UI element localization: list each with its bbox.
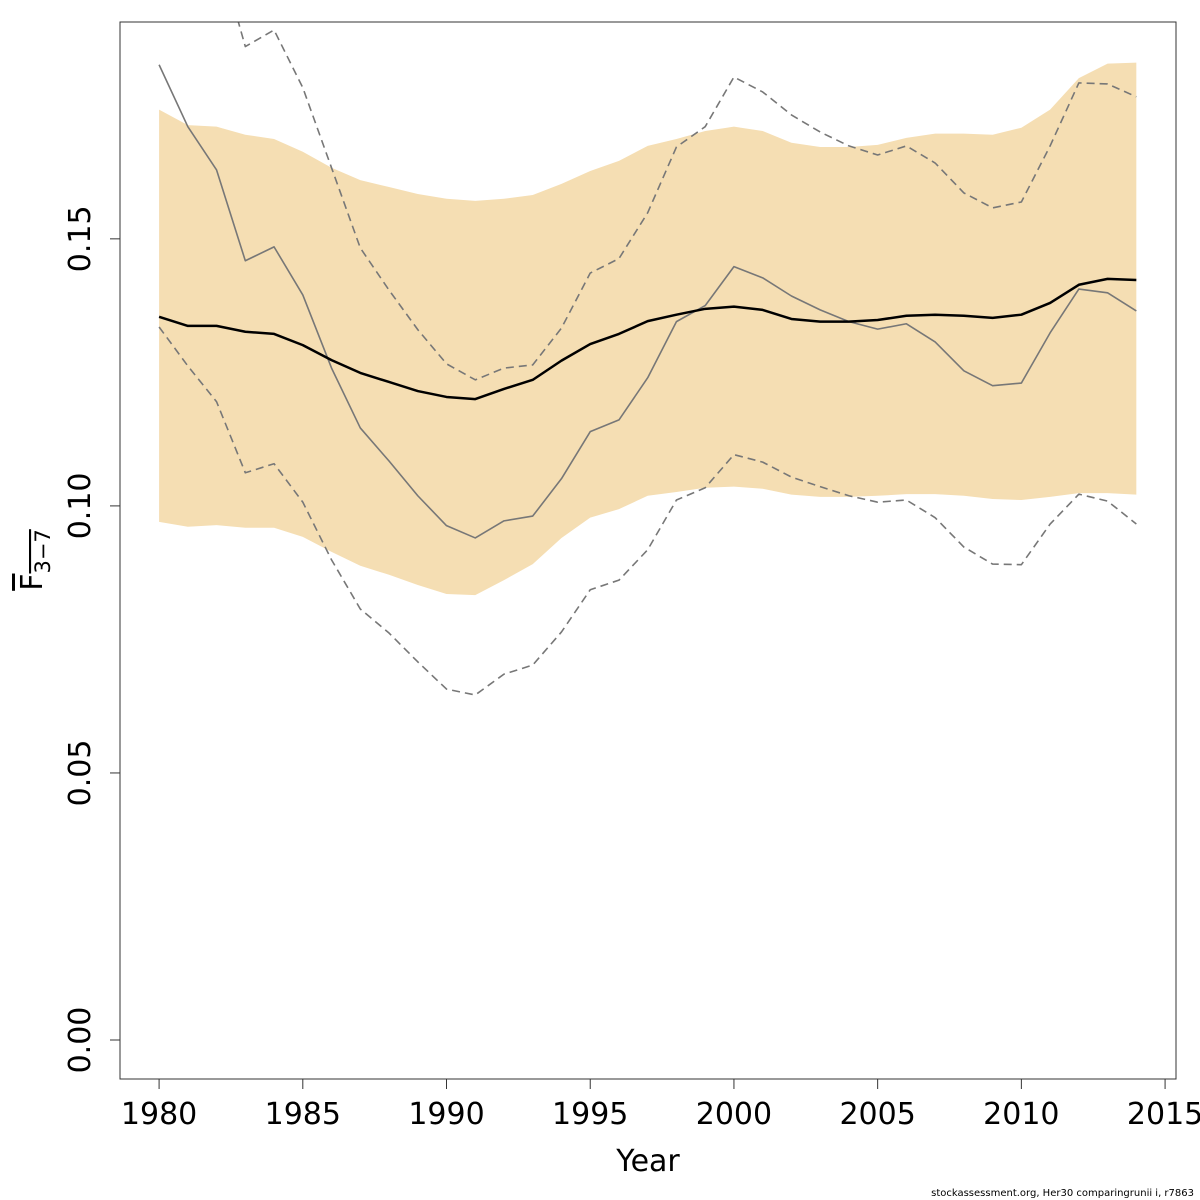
y-tick-label: 0.05: [63, 740, 98, 807]
x-axis-label: Year: [615, 1144, 680, 1179]
series-line: [158, 277, 1137, 401]
y-label-text: F: [15, 574, 50, 591]
x-tick-label: 2000: [696, 1097, 772, 1132]
x-tick-label: 2010: [983, 1097, 1059, 1132]
series-line: [158, 326, 1137, 696]
series-line: [237, 22, 1137, 381]
y-label-sub: 3−7: [31, 529, 55, 573]
x-tick-label: 1985: [265, 1097, 341, 1132]
y-axis-label-main: F3−7: [15, 529, 55, 591]
x-tick-label: 2005: [839, 1097, 915, 1132]
x-tick-label: 2015: [1127, 1097, 1200, 1132]
footnote: stockassessment.org, Her30 comparingruni…: [931, 1188, 1194, 1199]
y-tick-label: 0.00: [63, 1007, 98, 1074]
x-tick-label: 1980: [121, 1097, 197, 1132]
x-tick-label: 1995: [552, 1097, 628, 1132]
confidence-band: [159, 62, 1137, 596]
series-line: [158, 64, 1137, 539]
plot-area: [158, 22, 1137, 696]
y-tick-label: 0.15: [63, 205, 98, 272]
y-axis-label: F3−7: [15, 529, 55, 591]
x-tick-label: 1990: [408, 1097, 484, 1132]
y-tick-label: 0.10: [63, 473, 98, 540]
